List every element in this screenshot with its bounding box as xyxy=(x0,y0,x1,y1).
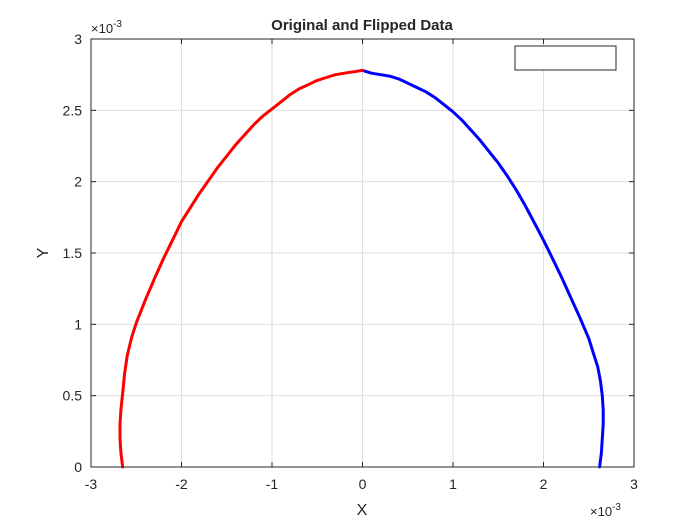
y-axis-label: Y xyxy=(35,247,52,258)
series-line-1 xyxy=(361,68,605,469)
y-tick-label: 0 xyxy=(74,459,82,475)
x-tick-label: 2 xyxy=(540,476,548,492)
series-line-2 xyxy=(118,68,364,469)
x-exponent-power: -3 xyxy=(612,502,621,513)
y-tick-label: 1 xyxy=(74,316,82,332)
svg-text:×10-3: ×10-3 xyxy=(590,502,621,519)
x-tick-label: -2 xyxy=(175,476,188,492)
x-axis-label: X xyxy=(357,502,368,519)
x-axis-exponent: ×10-3 xyxy=(590,502,621,519)
x-exponent-base: ×10 xyxy=(590,504,612,519)
y-tick-label: 0.5 xyxy=(63,388,83,404)
svg-text:×10-3: ×10-3 xyxy=(91,19,122,36)
y-axis-exponent: ×10-3 xyxy=(91,19,122,36)
legend-box[interactable] xyxy=(514,45,617,71)
chart-title: Original and Flipped Data xyxy=(271,17,453,34)
y-tick-label: 3 xyxy=(74,31,82,47)
x-tick-label: 3 xyxy=(630,476,638,492)
x-tick-label: 0 xyxy=(359,476,367,492)
x-tick-label: -3 xyxy=(85,476,98,492)
x-tick-label: 1 xyxy=(449,476,457,492)
y-tick-label: 2.5 xyxy=(63,102,83,118)
y-exponent-power: -3 xyxy=(113,19,122,30)
tick-marks xyxy=(90,38,635,468)
y-tick-label: 2 xyxy=(74,174,82,190)
series-layer xyxy=(118,68,605,469)
y-tick-label: 1.5 xyxy=(63,245,83,261)
y-exponent-base: ×10 xyxy=(91,21,113,36)
tick-labels: -3 -2 -1 0 1 2 3 0 0.5 1 1.5 2 2.5 3 xyxy=(63,31,639,492)
x-tick-label: -1 xyxy=(266,476,279,492)
